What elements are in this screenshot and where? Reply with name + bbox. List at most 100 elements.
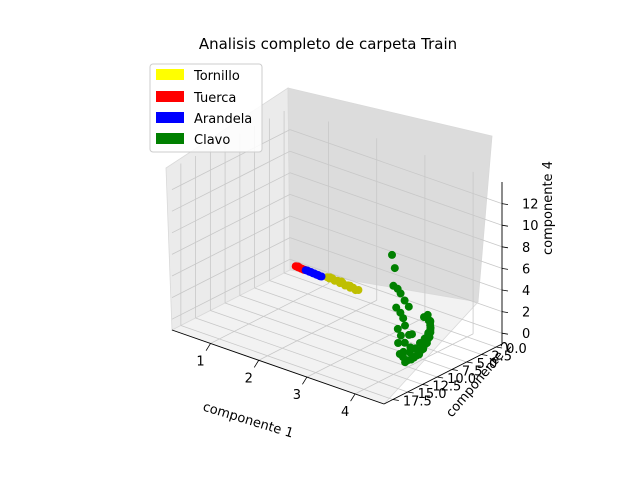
grid-line-x (354, 333, 474, 395)
grid-line-z (171, 258, 291, 320)
grid-line-y (195, 317, 408, 393)
tick-mark-y (496, 346, 503, 349)
tick-mark-y (392, 399, 399, 401)
tick-label-y: 0.0 (506, 342, 527, 357)
data-point-clavo (393, 324, 402, 333)
data-points (291, 250, 435, 367)
legend-swatch-tuerca (156, 91, 184, 102)
tick-mark-x (302, 376, 308, 385)
data-point-clavo (389, 281, 398, 290)
grid-line-z (289, 194, 503, 269)
data-point-clavo (416, 339, 424, 347)
legend-label-clavo: Clavo (194, 133, 230, 148)
grid-line-y (254, 287, 467, 363)
grid-line-z (289, 215, 503, 291)
tick-label-z: 10 (522, 219, 539, 234)
grid-line-z (171, 194, 291, 255)
data-point-clavo (388, 250, 396, 259)
grid-line-z (289, 237, 503, 312)
z-axis-label: componente 4 (541, 161, 556, 255)
tick-mark-y (407, 391, 414, 394)
grid-line-z (289, 150, 503, 226)
y-axis-line (383, 343, 503, 405)
chart-title: Analisis completo de carpeta Train (199, 35, 457, 53)
tick-label-x: 4 (341, 405, 349, 420)
data-point-clavo (400, 338, 409, 347)
data-point-arandela (317, 272, 326, 281)
legend-swatch-arandela (156, 112, 184, 123)
legend: Tornillo Tuerca Arandela Clavo (149, 63, 263, 153)
tick-labels: 12340.02.55.07.510.012.515.017.502468101… (196, 198, 538, 420)
legend-label-tuerca: Tuerca (193, 91, 236, 106)
grid-line-z (171, 215, 291, 277)
data-point-clavo (404, 302, 413, 311)
grid-line-z (171, 237, 291, 298)
tick-label-z: 6 (522, 262, 530, 277)
legend-label-arandela: Arandela (194, 112, 252, 127)
data-point-clavo (424, 328, 433, 337)
tick-label-y: 7.5 (462, 365, 483, 380)
data-point-clavo (392, 303, 401, 312)
grid-line-y (283, 272, 497, 348)
tick-mark-z (501, 224, 509, 227)
tick-mark-z (501, 311, 509, 313)
tick-label-z: 0 (522, 327, 530, 342)
tick-label-y: 17.5 (403, 395, 432, 410)
x-axis-line (171, 329, 385, 405)
grid-line-y (210, 310, 423, 385)
tick-mark-y (451, 369, 458, 371)
grid-line-x (210, 283, 329, 344)
grid-line-z (171, 172, 291, 234)
legend-box (149, 63, 263, 153)
tick-label-x: 1 (196, 354, 204, 369)
legend-swatch-clavo (156, 133, 184, 144)
tick-label-y: 2.5 (491, 350, 512, 365)
tick-mark-x (205, 343, 211, 351)
tick-mark-z (501, 289, 509, 292)
grid-lines (171, 111, 503, 400)
axes (171, 182, 509, 405)
grid-line-z (289, 172, 503, 248)
tick-mark-z (501, 246, 509, 249)
tick-label-z: 2 (522, 306, 530, 321)
data-point-clavo (390, 264, 399, 273)
tick-label-z: 4 (522, 284, 530, 299)
data-point-clavo (401, 321, 409, 330)
grid-line-y (180, 325, 393, 400)
tick-label-y: 15.0 (418, 387, 447, 402)
grid-line-z (289, 258, 503, 334)
data-point-clavo (394, 339, 403, 347)
data-point-clavo (426, 317, 435, 326)
tick-mark-y (437, 376, 444, 379)
grid-line-y (269, 280, 482, 355)
grid-line-z (171, 129, 291, 190)
data-point-clavo (396, 331, 405, 340)
legend-swatch-tornillo (156, 69, 184, 80)
grid-line-x (258, 299, 377, 361)
data-point-clavo (400, 296, 409, 305)
tick-mark-y (422, 384, 429, 386)
data-point-clavo (405, 330, 413, 339)
tick-label-y: 10.0 (447, 372, 476, 387)
data-point-clavo (395, 350, 404, 358)
tick-mark-z (501, 203, 509, 205)
grid-line-z (171, 150, 291, 212)
grid-line-y (224, 302, 438, 378)
tick-label-z: 8 (522, 241, 530, 256)
tick-mark-x (253, 360, 260, 368)
tick-label-y: 12.5 (432, 380, 461, 395)
tick-label-x: 2 (245, 371, 253, 386)
tick-label-z: 12 (522, 198, 539, 213)
tick-mark-y (466, 361, 473, 364)
tick-label-y: 5.0 (477, 357, 498, 372)
tick-mark-z (501, 268, 509, 270)
legend-label-tornillo: Tornillo (193, 69, 240, 84)
tick-mark-z (501, 332, 509, 335)
tick-label-x: 3 (293, 388, 301, 403)
data-point-tornillo (354, 286, 363, 294)
data-point-clavo (405, 348, 414, 357)
tick-mark-x (350, 393, 356, 402)
grid-line-z (289, 129, 503, 204)
tick-mark-y (481, 354, 488, 356)
